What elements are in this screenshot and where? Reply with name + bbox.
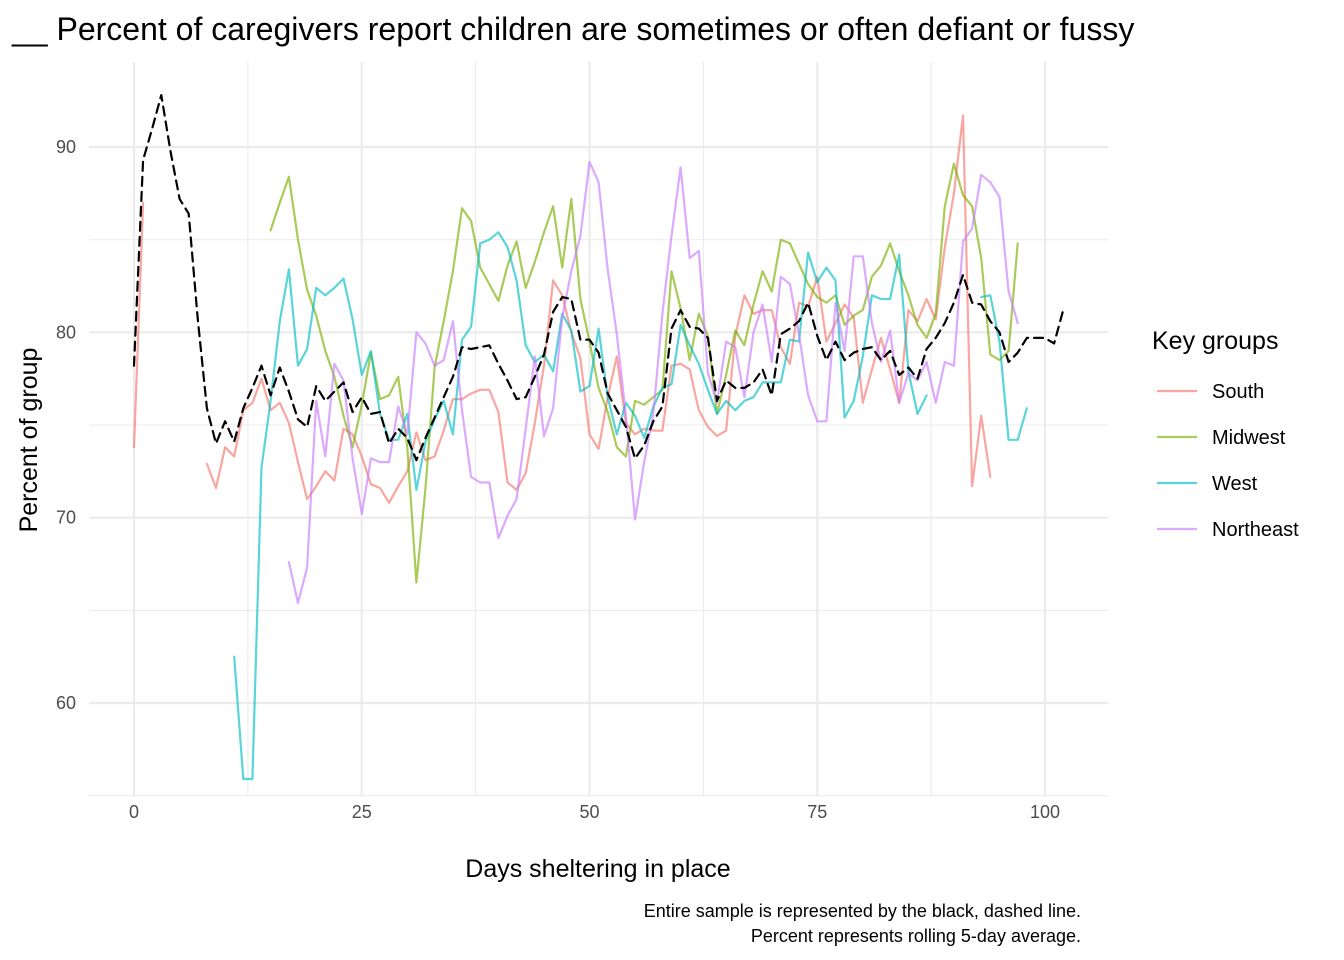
- legend-title: Key groups: [1152, 327, 1278, 355]
- series-west: [233, 231, 1028, 781]
- y-tick-label: 80: [56, 322, 76, 342]
- series-line: [287, 160, 1019, 605]
- x-axis-ticks: 0 25 50 75 100: [129, 802, 1060, 822]
- x-tick-label: 0: [129, 802, 139, 822]
- y-tick-label: 60: [56, 693, 76, 713]
- grid: [89, 62, 1108, 797]
- series-midwest: [269, 162, 1019, 584]
- series-line: [980, 294, 1028, 441]
- x-axis-title: Days sheltering in place: [465, 855, 730, 883]
- y-tick-label: 70: [56, 508, 76, 528]
- legend-label: Northeast: [1212, 519, 1299, 541]
- chart-title: __ Percent of caregivers report children…: [11, 11, 1134, 47]
- x-tick-label: 50: [579, 802, 599, 822]
- series-line: [132, 201, 145, 449]
- y-tick-label: 90: [56, 137, 76, 157]
- series-south: [132, 114, 992, 504]
- series-entire-sample: [132, 93, 1065, 462]
- legend: Key groups South Midwest West Northeast: [1152, 327, 1299, 541]
- legend-label: South: [1212, 381, 1264, 403]
- x-tick-label: 100: [1030, 802, 1060, 822]
- x-tick-label: 75: [807, 802, 827, 822]
- series-layer: [132, 93, 1065, 781]
- series-line: [132, 93, 1065, 462]
- legend-label: Midwest: [1212, 427, 1286, 449]
- y-axis-title: Percent of group: [15, 348, 43, 533]
- legend-entries: South Midwest West Northeast: [1157, 381, 1299, 541]
- series-line: [269, 162, 1019, 584]
- series-line: [233, 231, 928, 781]
- x-tick-label: 25: [352, 802, 372, 822]
- caption-line-2: Percent represents rolling 5-day average…: [751, 926, 1081, 946]
- caption-line-1: Entire sample is represented by the blac…: [644, 901, 1081, 921]
- y-axis-ticks: 60 70 80 90: [56, 137, 76, 713]
- legend-label: West: [1212, 473, 1258, 495]
- series-northeast: [287, 160, 1019, 605]
